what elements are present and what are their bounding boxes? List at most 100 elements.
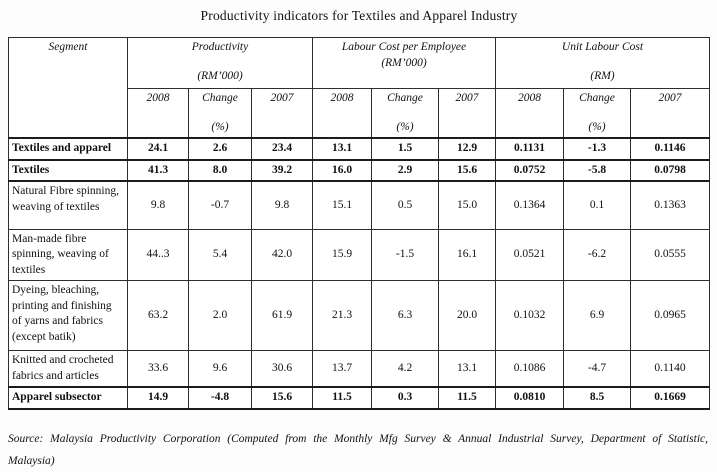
productivity-group-header: Productivity (RM’000)	[127, 37, 313, 89]
labour-cost-group-header: Labour Cost per Employee (RM’000)	[311, 37, 497, 89]
value-cell: 61.9	[251, 280, 313, 351]
value-cell: 13.7	[312, 350, 372, 388]
value-cell: 15.6	[251, 386, 313, 410]
segment-column-header: Segment	[8, 37, 128, 139]
value-cell: 15.1	[312, 180, 372, 230]
table-row-natural-fibre: Natural Fibre spinning, weaving of texti…	[8, 180, 711, 230]
value-cell: 44..3	[127, 228, 189, 281]
value-cell: 20.0	[437, 280, 497, 351]
value-cell: 0.1363	[630, 180, 711, 230]
header-group-row: Segment Productivity (RM’000) Labour Cos…	[8, 37, 711, 139]
value-cell: 8.0	[188, 158, 252, 182]
group-title: Unit Labour Cost	[561, 41, 644, 53]
value-cell: 2.6	[188, 137, 252, 161]
productivity-indicators-table: Segment Productivity (RM’000) Labour Cos…	[8, 37, 711, 410]
segment-cell: Natural Fibre spinning, weaving of texti…	[8, 180, 128, 230]
change-label: Change	[579, 92, 615, 104]
group-unit: (RM)	[590, 69, 615, 82]
value-cell: 9.8	[251, 180, 313, 230]
segment-cell: Man-made fibre spinning, weaving of text…	[8, 228, 128, 281]
value-cell: 13.1	[312, 137, 372, 161]
year-header: 2007	[437, 88, 497, 139]
segment-cell: Textiles	[8, 158, 128, 182]
value-cell: 21.3	[312, 280, 372, 351]
value-cell: 0.5	[371, 180, 439, 230]
change-label: Change	[202, 92, 238, 104]
group-unit: (RM’000)	[197, 69, 243, 82]
segment-cell: Apparel subsector	[8, 386, 128, 410]
value-cell: 0.0965	[630, 280, 711, 351]
value-cell: 0.1131	[495, 137, 565, 161]
value-cell: -0.7	[188, 180, 252, 230]
header-sub-row: 2008 Change (%) 2007 2008 Change (%) 200…	[9, 88, 711, 139]
value-cell: -1.5	[371, 228, 439, 281]
table-row-textiles-and-apparel: Textiles and apparel 24.1 2.6 23.4 13.1 …	[8, 137, 711, 161]
percent-label: (%)	[588, 120, 606, 133]
value-cell: 6.9	[563, 280, 632, 351]
year-header: 2008	[127, 88, 189, 139]
value-cell: 0.1146	[630, 137, 711, 161]
year-header: 2008	[495, 88, 565, 139]
table-row-man-made-fibre: Man-made fibre spinning, weaving of text…	[8, 228, 711, 281]
group-title: Labour Cost per Employee	[341, 41, 467, 53]
value-cell: 39.2	[251, 158, 313, 182]
segment-cell: Textiles and apparel	[8, 137, 128, 161]
value-cell: 15.6	[437, 158, 497, 182]
value-cell: 5.4	[188, 228, 252, 281]
value-cell: -4.8	[188, 386, 252, 410]
value-cell: 15.0	[437, 180, 497, 230]
value-cell: 24.1	[127, 137, 189, 161]
percent-label: (%)	[396, 120, 414, 133]
value-cell: -4.7	[563, 350, 632, 388]
value-cell: 0.1669	[630, 386, 711, 410]
change-header: Change (%)	[371, 88, 439, 139]
value-cell: 0.0521	[495, 228, 565, 281]
year-header: 2007	[251, 88, 313, 139]
value-cell: -6.2	[563, 228, 632, 281]
value-cell: 30.6	[251, 350, 313, 388]
value-cell: 16.1	[437, 228, 497, 281]
value-cell: -1.3	[563, 137, 632, 161]
value-cell: 4.2	[371, 350, 439, 388]
value-cell: 6.3	[371, 280, 439, 351]
source-note: Source: Malaysia Productivity Corporatio…	[8, 432, 708, 467]
value-cell: 2.9	[371, 158, 439, 182]
table-row-apparel-subsector: Apparel subsector 14.9 -4.8 15.6 11.5 0.…	[8, 386, 711, 410]
change-label: Change	[387, 92, 423, 104]
value-cell: 15.9	[312, 228, 372, 281]
value-cell: 9.8	[127, 180, 189, 230]
change-header: Change (%)	[188, 88, 252, 139]
value-cell: 9.6	[188, 350, 252, 388]
value-cell: 23.4	[251, 137, 313, 161]
segment-cell: Knitted and crocheted fabrics and articl…	[8, 350, 128, 388]
group-unit: (RM’000)	[381, 56, 427, 69]
value-cell: 41.3	[127, 158, 189, 182]
value-cell: 1.5	[371, 137, 439, 161]
value-cell: 0.0752	[495, 158, 565, 182]
year-header: 2007	[630, 88, 711, 139]
table-row-textiles: Textiles 41.3 8.0 39.2 16.0 2.9 15.6 0.0…	[8, 158, 711, 182]
segment-cell: Dyeing, bleaching, printing and finishin…	[8, 280, 128, 351]
value-cell: -5.8	[563, 158, 632, 182]
value-cell: 0.1140	[630, 350, 711, 388]
percent-label: (%)	[211, 120, 229, 133]
change-header: Change (%)	[563, 88, 632, 139]
table-row-dyeing-bleaching: Dyeing, bleaching, printing and finishin…	[8, 280, 711, 351]
value-cell: 2.0	[188, 280, 252, 351]
value-cell: 11.5	[437, 386, 497, 410]
page-title: Productivity indicators for Textiles and…	[200, 8, 518, 23]
value-cell: 63.2	[127, 280, 189, 351]
value-cell: 0.1032	[495, 280, 565, 351]
value-cell: 13.1	[437, 350, 497, 388]
value-cell: 12.9	[437, 137, 497, 161]
value-cell: 0.0555	[630, 228, 711, 281]
value-cell: 42.0	[251, 228, 313, 281]
value-cell: 33.6	[127, 350, 189, 388]
value-cell: 0.3	[371, 386, 439, 410]
value-cell: 16.0	[312, 158, 372, 182]
value-cell: 0.0798	[630, 158, 711, 182]
value-cell: 0.1	[563, 180, 632, 230]
unit-labour-cost-group-header: Unit Labour Cost (RM)	[495, 37, 711, 89]
value-cell: 0.0810	[495, 386, 565, 410]
